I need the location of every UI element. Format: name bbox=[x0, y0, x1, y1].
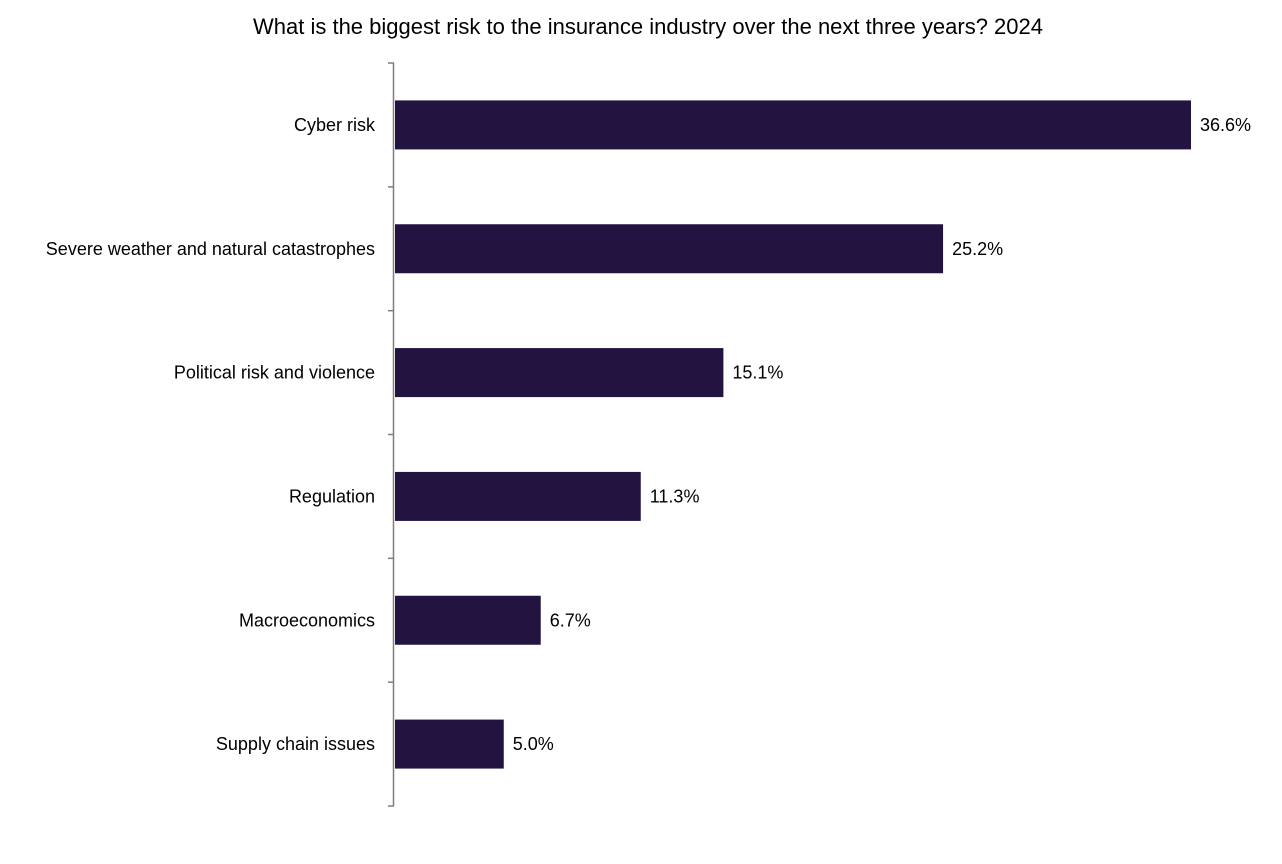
bars-group bbox=[395, 100, 1191, 769]
bar bbox=[395, 471, 641, 521]
data-label: 36.6% bbox=[1200, 115, 1251, 135]
bar bbox=[395, 100, 1191, 150]
category-label: Severe weather and natural catastrophes bbox=[46, 239, 375, 259]
data-label: 11.3% bbox=[650, 486, 700, 506]
category-label: Macroeconomics bbox=[239, 610, 375, 630]
category-label: Regulation bbox=[289, 486, 375, 506]
bar bbox=[395, 348, 724, 398]
data-label: 15.1% bbox=[732, 363, 783, 383]
category-label: Cyber risk bbox=[294, 115, 376, 135]
category-labels-group: Cyber risk Severe weather and natural cat… bbox=[46, 115, 376, 754]
data-label: 25.2% bbox=[952, 239, 1003, 259]
data-labels-group: 36.6% 25.2% 15.1% 11.3% 6.7% 5.0% bbox=[513, 115, 1251, 754]
category-label: Supply chain issues bbox=[216, 734, 375, 754]
bar bbox=[395, 595, 541, 645]
data-label: 5.0% bbox=[513, 734, 554, 754]
y-axis-ticks bbox=[388, 62, 394, 807]
bar bbox=[395, 224, 944, 274]
bar bbox=[395, 719, 504, 769]
data-label: 6.7% bbox=[550, 610, 591, 630]
chart-title: What is the biggest risk to the insuranc… bbox=[253, 14, 1043, 39]
category-label: Political risk and violence bbox=[174, 363, 375, 383]
